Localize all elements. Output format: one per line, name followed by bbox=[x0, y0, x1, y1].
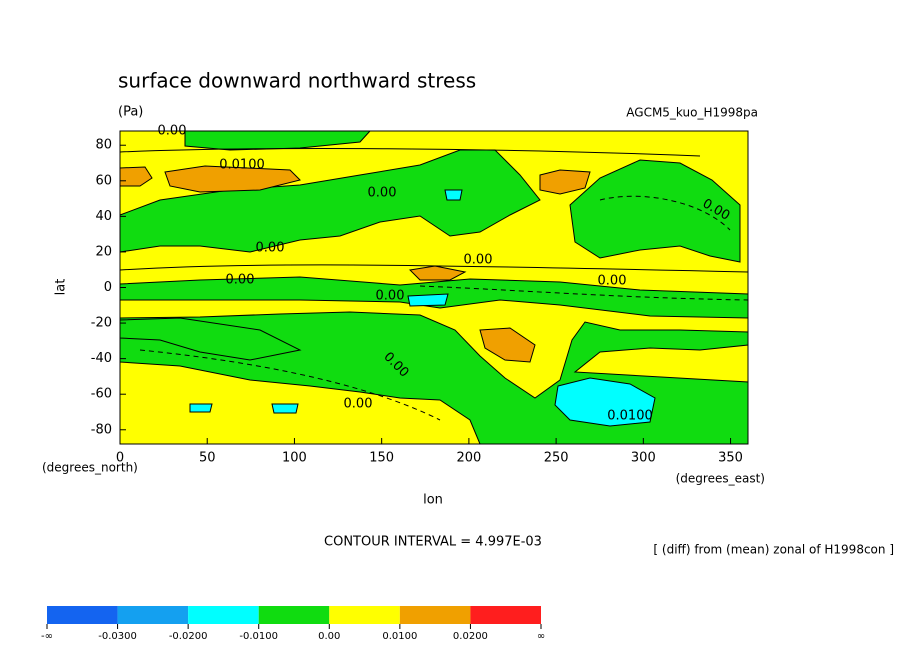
y-tick-label: 20 bbox=[95, 244, 112, 259]
footnote: [ (diff) from (mean) zonal of H1998con ] bbox=[653, 543, 894, 557]
y-unit: (degrees_north) bbox=[42, 461, 138, 475]
x-tick-label: 250 bbox=[544, 451, 569, 466]
y-tick-label: -80 bbox=[91, 422, 112, 437]
contour-interval: CONTOUR INTERVAL = 4.997E-03 bbox=[324, 535, 542, 550]
colorbar-swatch bbox=[188, 606, 259, 624]
contour-label: 0.00 bbox=[344, 397, 373, 412]
x-tick-label: 150 bbox=[369, 451, 394, 466]
contour-label: 0.00 bbox=[598, 274, 627, 289]
contour-label: 0.0100 bbox=[219, 158, 265, 173]
y-tick-label: -40 bbox=[91, 351, 112, 366]
x-tick-label: 200 bbox=[456, 451, 481, 466]
contour-label: 0.00 bbox=[256, 241, 285, 256]
x-tick-label: 50 bbox=[199, 451, 216, 466]
colorbar-swatch bbox=[47, 606, 118, 624]
y-axis-label: lat bbox=[54, 279, 69, 296]
y-tick-label: -60 bbox=[91, 387, 112, 402]
y-tick-label: 40 bbox=[95, 209, 112, 224]
x-tick-label: 350 bbox=[718, 451, 743, 466]
y-tick-label: 0 bbox=[104, 280, 112, 295]
contour-label: 0.0100 bbox=[607, 409, 653, 424]
colorbar-label: -∞ bbox=[41, 631, 53, 642]
field bbox=[119, 130, 749, 445]
colorbar-label: -0.0200 bbox=[169, 631, 208, 642]
chart-title: surface downward northward stress bbox=[118, 69, 476, 93]
colorbar-swatch bbox=[258, 606, 330, 624]
colorbar-swatch bbox=[117, 606, 189, 624]
colorbar-label: 0.00 bbox=[318, 631, 340, 642]
x-tick-label: 300 bbox=[631, 451, 656, 466]
contour-label: 0.00 bbox=[376, 289, 405, 304]
y-tick-label: -20 bbox=[91, 316, 112, 331]
y-tick-label: 80 bbox=[95, 138, 112, 153]
contour-label: 0.00 bbox=[226, 273, 255, 288]
contour-label: 0.00 bbox=[368, 186, 397, 201]
x-tick-label: 100 bbox=[282, 451, 307, 466]
colorbar-swatch bbox=[470, 606, 541, 624]
y-tick-label: 60 bbox=[95, 173, 112, 188]
units: (Pa) bbox=[118, 105, 143, 120]
colorbar-label: ∞ bbox=[537, 631, 545, 642]
x-axis-label: lon bbox=[423, 493, 443, 508]
colorbar-label: -0.0100 bbox=[239, 631, 278, 642]
colorbar-swatch bbox=[399, 606, 471, 624]
contour-label: 0.00 bbox=[464, 253, 493, 268]
colorbar-label: 0.0200 bbox=[453, 631, 488, 642]
colorbar-label: -0.0300 bbox=[98, 631, 137, 642]
dataset: AGCM5_kuo_H1998pa bbox=[626, 106, 758, 120]
colorbar-label: 0.0100 bbox=[382, 631, 417, 642]
contour-label: 0.00 bbox=[158, 124, 187, 139]
x-tick-label: 0 bbox=[116, 451, 124, 466]
x-unit: (degrees_east) bbox=[676, 472, 765, 486]
colorbar-swatch bbox=[329, 606, 400, 624]
